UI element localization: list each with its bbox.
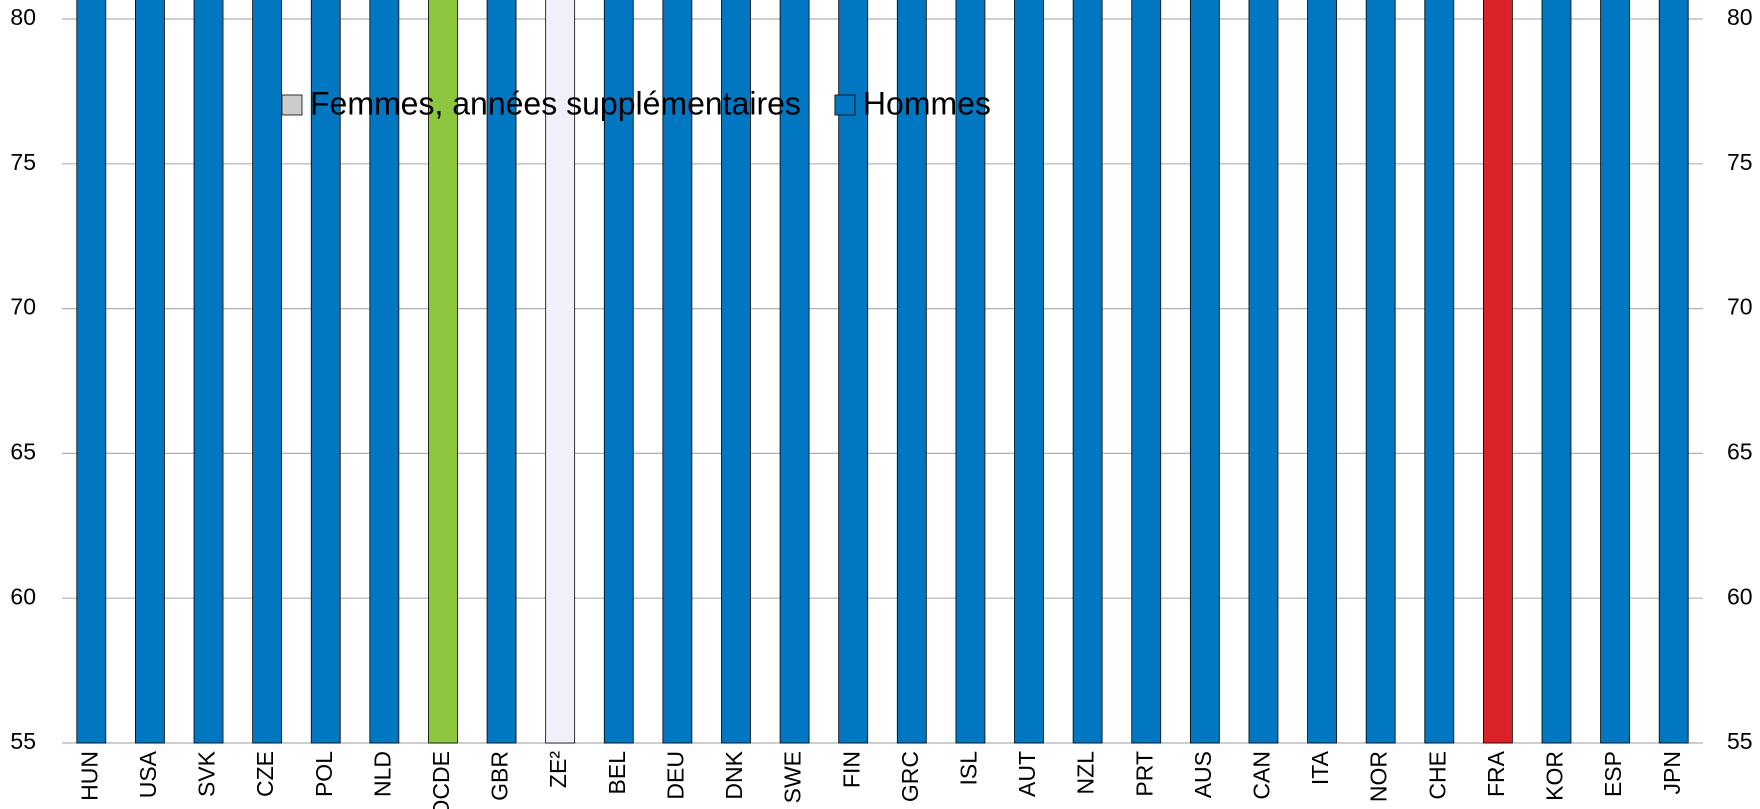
x-tick-label: NZL [1073,751,1099,795]
y-tick-label: 65 [10,438,36,464]
bar-segment [1600,0,1630,744]
x-tick-label: NLD [369,751,395,797]
bar-segment [603,0,634,744]
y2-tick-label: 65 [1727,438,1753,464]
y-tick-label: 70 [10,294,36,320]
bar-segment [310,0,341,744]
x-tick-label: CHE [1424,751,1450,800]
x-tick-label: ESP [1600,751,1626,797]
legend-swatch [281,94,303,116]
bar-segment [193,0,224,744]
x-tick-label: HUN [76,751,102,801]
bar-segment [1072,0,1103,744]
y2-tick-label: 80 [1727,4,1753,30]
bar-segment [896,0,927,744]
bar-segment [955,0,986,744]
y-tick-label: 60 [10,583,36,609]
x-tick-label: FRA [1483,750,1509,797]
bar-segment [1365,0,1396,744]
x-tick-label: GBR [487,751,513,801]
bar-segment [838,0,869,744]
x-tick-label: ITA [1307,750,1333,785]
y-tick-label: 75 [10,149,36,175]
x-tick-label: CAN [1249,751,1275,800]
legend-label: Femmes, années supplémentaires [310,85,801,121]
x-tick-label: KOR [1542,751,1568,801]
y-tick-label: 80 [10,4,36,30]
x-tick-label: USA [135,750,161,798]
x-tick-label: AUT [1014,751,1040,797]
bar-segment [721,0,751,744]
y2-tick-label: 60 [1727,583,1753,609]
bar-segment [135,0,165,744]
bar-segment [1658,0,1689,744]
x-tick-label: PRT [1131,751,1157,797]
x-tick-label: FIN [838,751,864,788]
bar-segment [779,0,810,744]
bar-segment [1014,0,1044,744]
bar-segment [252,0,283,744]
x-tick-label: DEU [662,751,688,800]
bar-segment [1189,0,1220,744]
x-tick-label: CZE [252,751,278,797]
bar-segment [545,0,576,744]
x-tick-label: DNK [721,750,747,799]
bar-segment [1307,0,1337,744]
x-tick-label: ISL [955,751,981,786]
bar-segment [1541,0,1572,744]
x-tick-label: NOR [1366,751,1392,802]
legend-swatch [834,94,856,116]
legend-label: Hommes [863,85,991,121]
bar-segment [662,0,693,744]
y2-tick-label: 75 [1727,149,1753,175]
bar-segment [76,0,107,744]
y2-tick-label: 70 [1727,294,1753,320]
bar-segment [369,0,400,744]
y-tick-label: 55 [10,728,36,754]
x-tick-label: GRC [897,751,923,802]
x-tick-label: ZE² [545,751,571,788]
x-tick-label: SVK [194,750,220,797]
x-tick-label: JPN [1659,751,1685,794]
bar-segment [428,0,458,744]
bar-segment [1248,0,1279,744]
bar-segment [1482,0,1513,744]
bar-segment [486,0,517,744]
x-tick-label: OCDE [428,751,454,809]
y2-tick-label: 55 [1727,728,1753,754]
x-tick-label: SWE [780,751,806,803]
x-tick-label: POL [311,751,337,797]
x-tick-label: AUS [1190,751,1216,798]
x-tick-label: BEL [604,751,630,795]
bar-segment [1131,0,1162,744]
bar-segment [1424,0,1455,744]
